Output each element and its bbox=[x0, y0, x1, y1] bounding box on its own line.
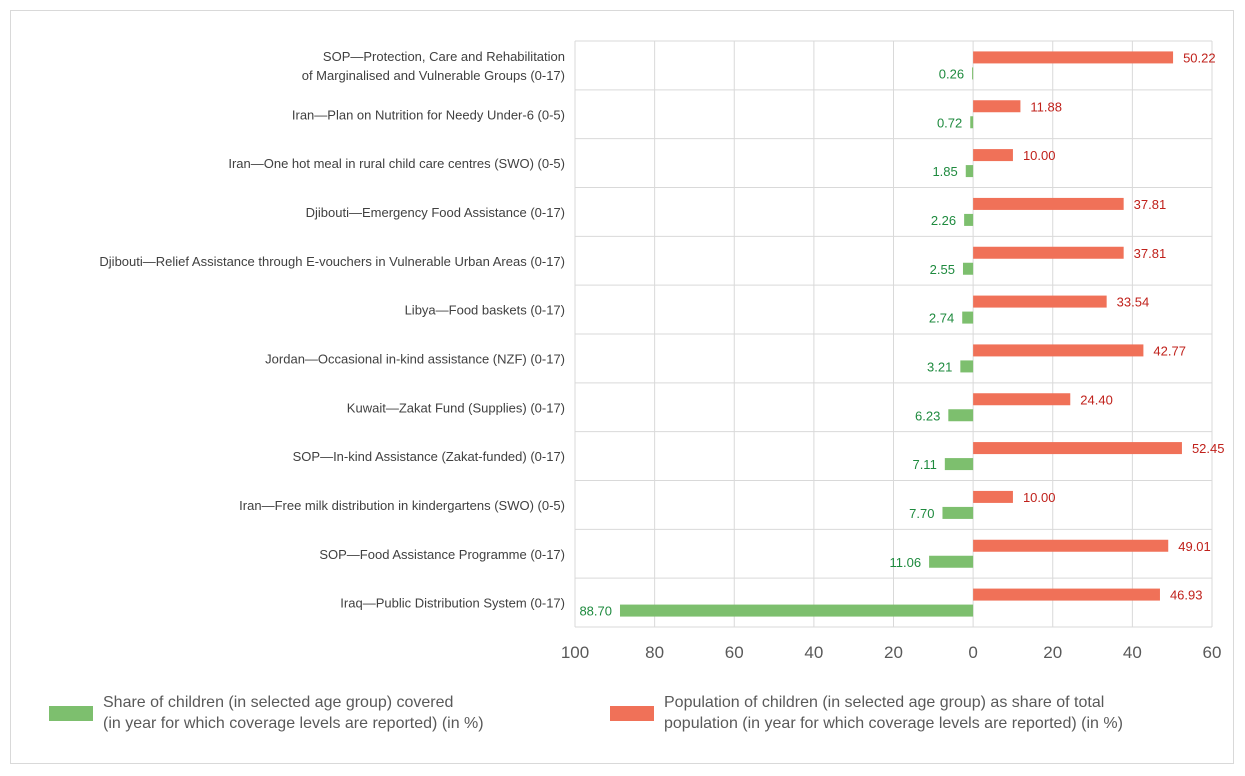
bar-population-share bbox=[973, 491, 1013, 503]
x-tick-label: 60 bbox=[725, 643, 744, 662]
legend-item-population-share: Population of children (in selected age … bbox=[610, 692, 1123, 734]
data-label-coverage: 2.74 bbox=[929, 311, 954, 326]
bar-population-share bbox=[973, 589, 1160, 601]
x-tick-label: 80 bbox=[645, 643, 664, 662]
bar-coverage bbox=[960, 360, 973, 372]
category-label: Iran—Plan on Nutrition for Needy Under-6… bbox=[292, 107, 565, 122]
bar-population-share bbox=[973, 296, 1107, 308]
bar-population-share bbox=[973, 393, 1070, 405]
category-label: Djibouti—Relief Assistance through E-vou… bbox=[99, 254, 565, 269]
bar-coverage bbox=[620, 605, 973, 617]
legend-swatch-green bbox=[49, 706, 93, 721]
legend-item-coverage: Share of children (in selected age group… bbox=[49, 692, 484, 734]
x-tick-label: 0 bbox=[968, 643, 977, 662]
x-tick-label: 60 bbox=[1203, 643, 1222, 662]
legend-label-coverage: Share of children (in selected age group… bbox=[103, 692, 484, 734]
data-label-coverage: 0.26 bbox=[939, 66, 964, 81]
category-label: Iran—Free milk distribution in kindergar… bbox=[239, 498, 565, 513]
category-label: Kuwait—Zakat Fund (Supplies) (0-17) bbox=[347, 400, 565, 415]
legend-swatch-red bbox=[610, 706, 654, 721]
bar-coverage bbox=[970, 116, 973, 128]
data-label-population-share: 11.88 bbox=[1030, 99, 1062, 114]
bar-population-share bbox=[973, 100, 1020, 112]
bar-coverage bbox=[962, 312, 973, 324]
data-label-population-share: 37.81 bbox=[1134, 246, 1167, 261]
bar-coverage bbox=[972, 67, 973, 79]
data-label-population-share: 10.00 bbox=[1023, 148, 1056, 163]
bar-coverage bbox=[942, 507, 973, 519]
data-label-population-share: 42.77 bbox=[1153, 343, 1186, 358]
data-label-coverage: 7.70 bbox=[909, 506, 934, 521]
data-label-coverage: 2.55 bbox=[930, 262, 955, 277]
data-label-population-share: 50.22 bbox=[1183, 50, 1216, 65]
data-label-coverage: 7.11 bbox=[912, 457, 936, 472]
category-label: SOP—In-kind Assistance (Zakat-funded) (0… bbox=[293, 449, 565, 464]
category-label: Djibouti—Emergency Food Assistance (0-17… bbox=[306, 205, 565, 220]
bar-population-share bbox=[973, 198, 1124, 210]
x-tick-label: 20 bbox=[1043, 643, 1062, 662]
bar-coverage bbox=[929, 556, 973, 568]
bar-population-share bbox=[973, 149, 1013, 161]
data-label-population-share: 52.45 bbox=[1192, 441, 1225, 456]
data-label-coverage: 1.85 bbox=[932, 164, 957, 179]
category-label: Libya—Food baskets (0-17) bbox=[405, 303, 565, 318]
data-label-coverage: 0.72 bbox=[937, 115, 962, 130]
bar-coverage bbox=[945, 458, 973, 470]
bar-population-share bbox=[973, 442, 1182, 454]
legend-label-population-share: Population of children (in selected age … bbox=[664, 692, 1123, 734]
x-tick-label: 20 bbox=[884, 643, 903, 662]
data-label-population-share: 37.81 bbox=[1134, 197, 1167, 212]
data-label-population-share: 46.93 bbox=[1170, 588, 1203, 603]
category-label: SOP—Protection, Care and Rehabilitation o… bbox=[302, 49, 565, 83]
bar-population-share bbox=[973, 344, 1143, 356]
x-tick-label: 40 bbox=[804, 643, 823, 662]
bar-chart: SOP—Protection, Care and Rehabilitation o… bbox=[0, 0, 1245, 690]
bar-population-share bbox=[973, 51, 1173, 63]
data-label-coverage: 2.26 bbox=[931, 213, 956, 228]
data-label-population-share: 24.40 bbox=[1080, 392, 1113, 407]
data-label-population-share: 49.01 bbox=[1178, 539, 1211, 554]
data-label-coverage: 6.23 bbox=[915, 408, 940, 423]
category-label: Iraq—Public Distribution System (0-17) bbox=[340, 596, 565, 611]
bar-population-share bbox=[973, 540, 1168, 552]
x-tick-label: 40 bbox=[1123, 643, 1142, 662]
data-label-coverage: 11.06 bbox=[890, 555, 922, 570]
data-label-population-share: 33.54 bbox=[1117, 295, 1150, 310]
category-label: SOP—Food Assistance Programme (0-17) bbox=[319, 547, 565, 562]
bar-coverage bbox=[964, 214, 973, 226]
bar-coverage bbox=[948, 409, 973, 421]
category-label: Jordan—Occasional in-kind assistance (NZ… bbox=[265, 351, 565, 366]
data-label-coverage: 3.21 bbox=[927, 359, 952, 374]
bar-population-share bbox=[973, 247, 1124, 259]
data-label-population-share: 10.00 bbox=[1023, 490, 1056, 505]
bar-coverage bbox=[966, 165, 973, 177]
bar-coverage bbox=[963, 263, 973, 275]
category-label: Iran—One hot meal in rural child care ce… bbox=[228, 156, 565, 171]
data-label-coverage: 88.70 bbox=[579, 604, 612, 619]
x-tick-label: 100 bbox=[561, 643, 589, 662]
